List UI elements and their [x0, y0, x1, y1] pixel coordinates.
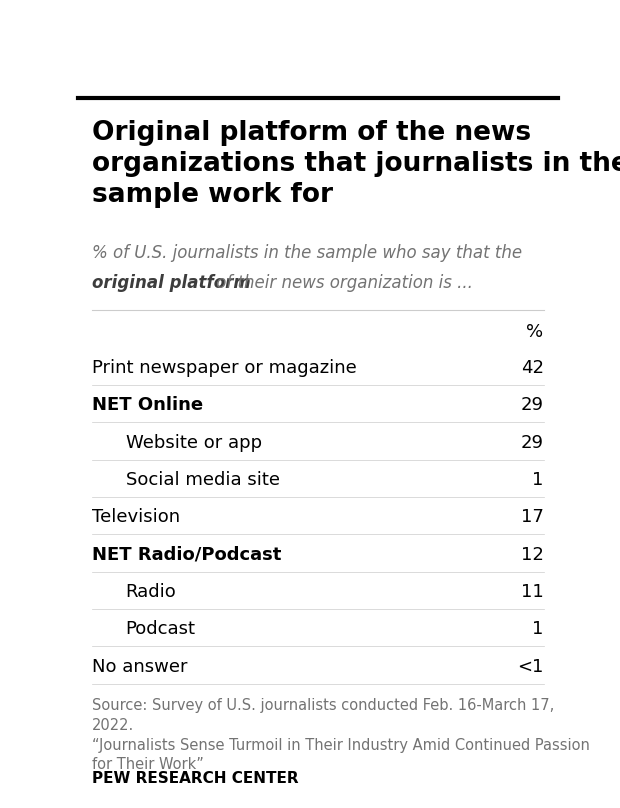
Text: of their news organization is ...: of their news organization is ...: [211, 274, 473, 292]
Text: %: %: [526, 323, 544, 341]
Text: NET Online: NET Online: [92, 396, 203, 415]
Text: No answer: No answer: [92, 658, 187, 675]
Text: Social media site: Social media site: [125, 471, 280, 489]
Text: 42: 42: [521, 359, 544, 377]
Text: 12: 12: [521, 545, 544, 563]
Text: Radio: Radio: [125, 583, 176, 601]
Text: Television: Television: [92, 508, 180, 526]
Text: NET Radio/Podcast: NET Radio/Podcast: [92, 545, 281, 563]
Text: Print newspaper or magazine: Print newspaper or magazine: [92, 359, 356, 377]
Text: Website or app: Website or app: [125, 434, 262, 452]
Text: 29: 29: [521, 396, 544, 415]
Text: Podcast: Podcast: [125, 621, 195, 638]
Text: 11: 11: [521, 583, 544, 601]
Text: Source: Survey of U.S. journalists conducted Feb. 16-March 17,
2022.
“Journalist: Source: Survey of U.S. journalists condu…: [92, 698, 590, 772]
Text: Original platform of the news
organizations that journalists in the
sample work : Original platform of the news organizati…: [92, 120, 620, 208]
Text: 29: 29: [521, 434, 544, 452]
Text: original platform: original platform: [92, 274, 250, 292]
Text: <1: <1: [517, 658, 544, 675]
Text: % of U.S. journalists in the sample who say that the: % of U.S. journalists in the sample who …: [92, 244, 522, 263]
Text: 1: 1: [532, 621, 544, 638]
Text: PEW RESEARCH CENTER: PEW RESEARCH CENTER: [92, 772, 299, 786]
Text: 1: 1: [532, 471, 544, 489]
Text: 17: 17: [521, 508, 544, 526]
